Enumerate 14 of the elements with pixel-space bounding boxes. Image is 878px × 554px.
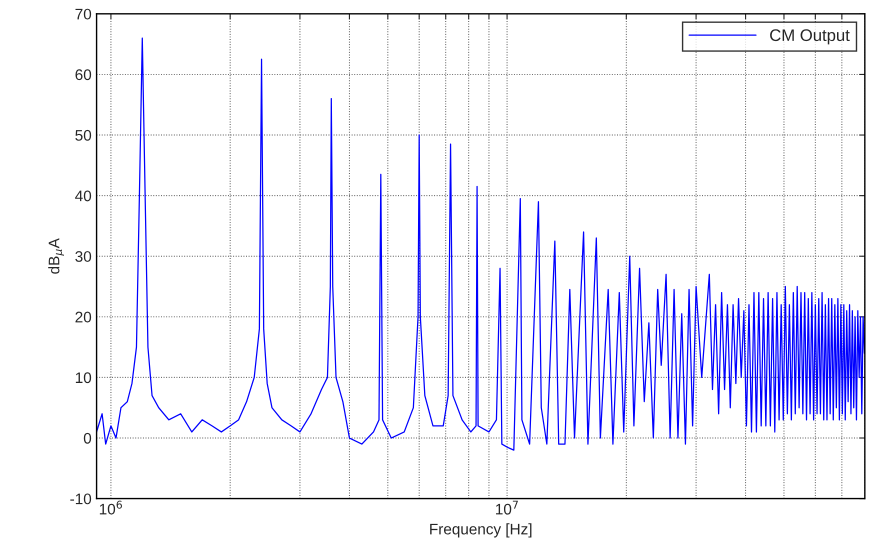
y-tick-label: 60 <box>76 69 92 80</box>
y-tick-label: 20 <box>75 312 92 323</box>
x-tick-label: 10$^{7}$ <box>496 500 518 515</box>
y-tick-label: 10 <box>76 372 92 384</box>
y-tick-label: 70 <box>76 8 92 20</box>
legend-label: CM Output <box>770 29 850 44</box>
x-tick-label: 10$^{6}$ <box>100 500 122 515</box>
x-axis-title: Frequency [Hz] <box>430 523 532 538</box>
y-tick-label: 40 <box>75 190 92 202</box>
y-tick-label: 30 <box>75 251 92 262</box>
y-tick-label: 50 <box>75 130 92 141</box>
y-tick-label: -10 <box>70 493 92 504</box>
y-axis-title: dB$_{μ}$A <box>48 238 64 274</box>
y-tick-label: 0 <box>84 432 92 444</box>
